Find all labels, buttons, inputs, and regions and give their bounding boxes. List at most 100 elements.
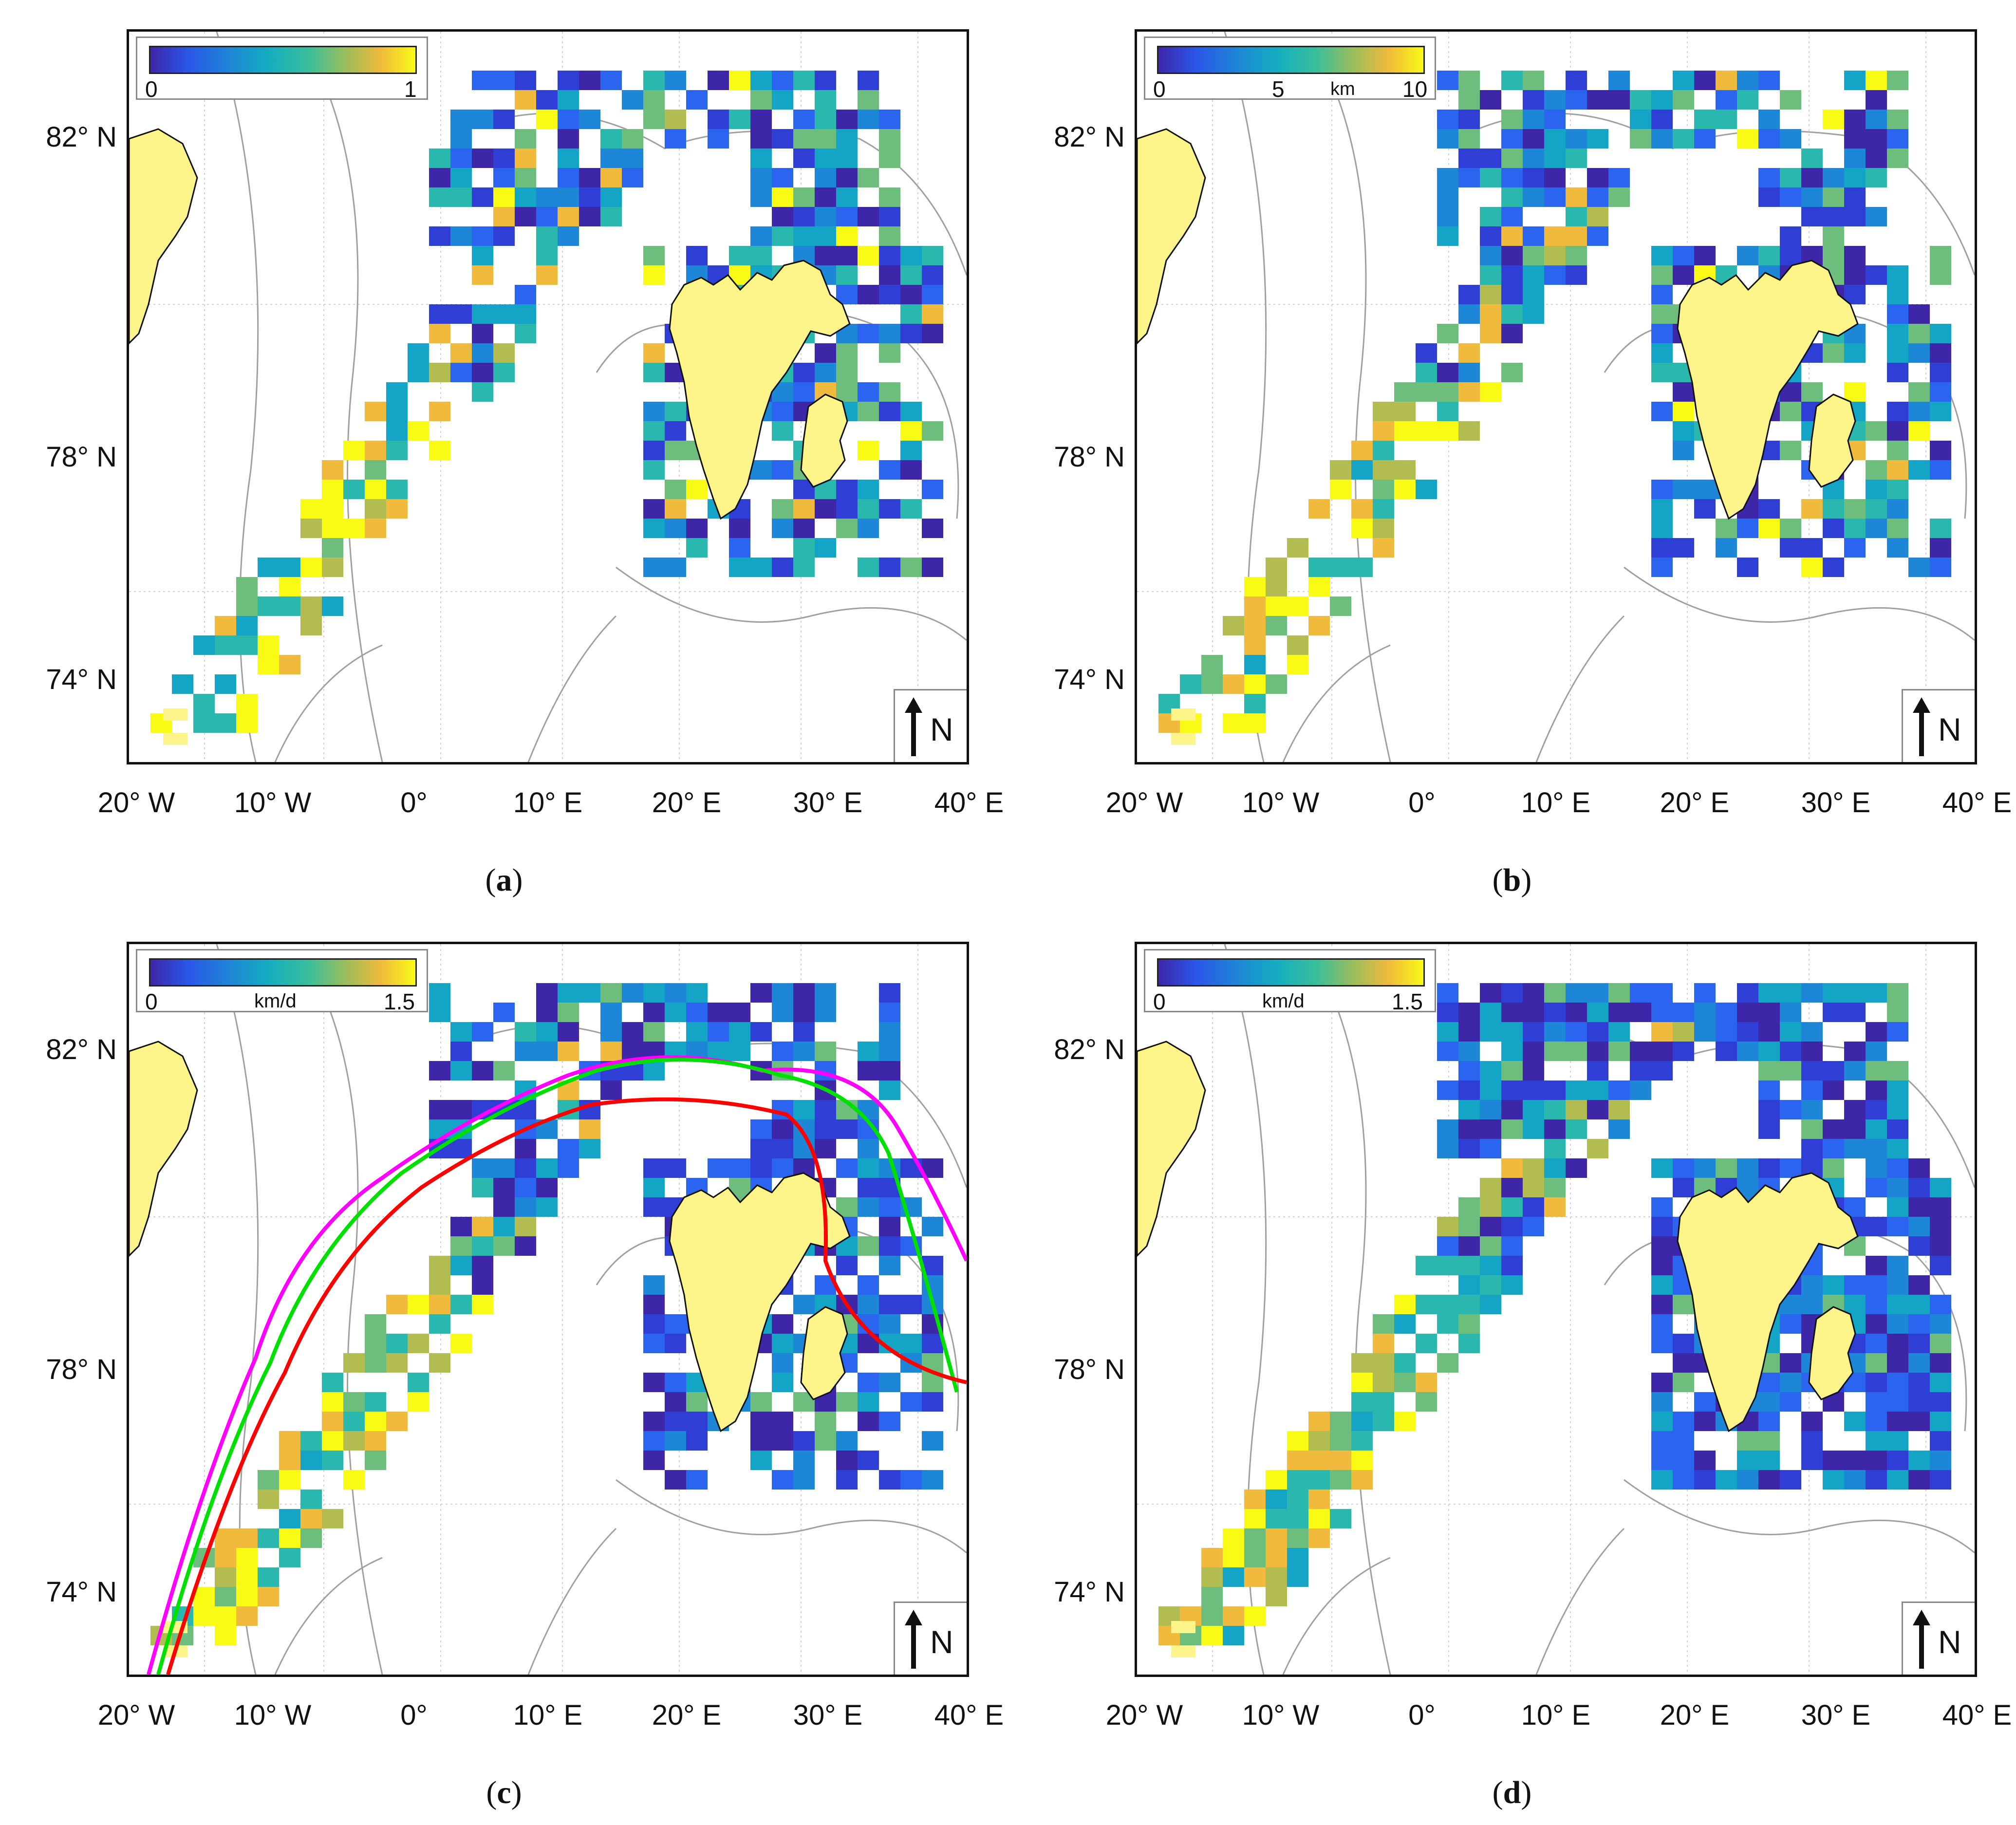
grid-cell: [1866, 1314, 1887, 1334]
grid-cell: [472, 1236, 493, 1256]
grid-cell: [1758, 1022, 1780, 1042]
grid-cell: [1930, 402, 1951, 421]
grid-cell: [1887, 480, 1908, 499]
grid-cell: [1523, 110, 1544, 129]
grid-cell: [1908, 1158, 1930, 1178]
grid-cell: [708, 129, 729, 149]
grid-cell: [729, 1003, 750, 1022]
grid-cell: [1458, 1236, 1480, 1256]
grid-cell: [1394, 1353, 1416, 1373]
grid-cell: [515, 304, 536, 324]
grid-cell: [429, 1256, 450, 1275]
grid-cell: [450, 1256, 472, 1275]
grid-cell: [1587, 207, 1608, 226]
colorbar-tick-max: 1: [404, 76, 417, 102]
grid-cell: [686, 1003, 708, 1022]
grid-cell: [1908, 1275, 1930, 1295]
grid-cell: [493, 149, 515, 168]
grid-cell: [1244, 1606, 1266, 1626]
grid-cell: [1501, 324, 1523, 343]
grid-cell: [429, 226, 450, 246]
grid-cell: [1608, 1042, 1630, 1061]
grid-cell: [772, 1431, 793, 1451]
grid-cell: [1844, 1295, 1866, 1314]
grid-cell: [1673, 441, 1694, 460]
grid-cell: [643, 246, 665, 265]
grid-cell: [558, 1022, 579, 1042]
grid-cell: [879, 129, 900, 149]
grid-cell: [1651, 363, 1673, 382]
grid-cell: [665, 480, 686, 499]
lon-label-20w: 20° W: [1105, 787, 1183, 819]
grid-cell: [1866, 480, 1887, 499]
grid-cell: [1480, 1236, 1501, 1256]
grid-cell: [1887, 1334, 1908, 1353]
north-arrow-box: N: [894, 1602, 967, 1675]
grid-cell: [1287, 1470, 1308, 1490]
grid-cell: [1801, 1080, 1823, 1100]
grid-cell: [365, 460, 386, 480]
grid-cell: [793, 149, 815, 168]
grid-cell: [1201, 674, 1223, 694]
grid-cell: [1651, 480, 1673, 499]
grid-cell: [1566, 187, 1587, 207]
grid-cell: [665, 1470, 686, 1490]
lon-label-20e: 20° E: [1660, 1699, 1730, 1731]
grid-cell: [1780, 1158, 1801, 1178]
grid-cell: [1523, 226, 1544, 246]
map-frame-c: 0 km/d 1.5 N: [127, 942, 969, 1677]
grid-cell: [1244, 616, 1266, 635]
grid-cell: [1566, 1003, 1587, 1022]
grid-cell: [1523, 1158, 1544, 1178]
grid-cell: [386, 421, 408, 441]
grid-cell: [686, 519, 708, 538]
grid-cell: [365, 480, 386, 499]
grid-cell: [622, 983, 643, 1003]
colorbar-d: 0 km/d 1.5: [1144, 949, 1436, 1014]
grid-cell: [622, 1022, 643, 1042]
grid-cell: [815, 90, 836, 110]
grid-cell: [1844, 343, 1866, 363]
grid-cell: [408, 1373, 429, 1392]
grid-cell: [815, 983, 836, 1003]
lon-label-10w: 10° W: [234, 1699, 312, 1731]
grid-cell: [750, 1431, 772, 1451]
data-grid: [1158, 983, 1951, 1645]
grid-cell: [1908, 1373, 1930, 1392]
grid-cell: [1351, 1451, 1373, 1470]
grid-cell: [472, 1061, 493, 1080]
grid-cell: [815, 343, 836, 363]
grid-cell: [1566, 265, 1587, 285]
grid-cell: [772, 1412, 793, 1431]
grid-cell: [1844, 1451, 1866, 1470]
grid-cell: [1737, 1470, 1758, 1490]
grid-cell: [1544, 1042, 1566, 1061]
grid-cell: [515, 1197, 536, 1217]
grid-cell: [922, 324, 943, 343]
grid-cell: [1758, 1373, 1780, 1392]
grid-cell: [643, 1314, 665, 1334]
bathymetry-contour: [527, 615, 617, 762]
grid-cell: [750, 983, 772, 1003]
grid-cell: [322, 1412, 343, 1431]
bathymetry-contour: [216, 32, 259, 762]
grid-cell: [729, 110, 750, 129]
grid-cell: [1844, 519, 1866, 538]
grid-cell: [772, 558, 793, 577]
lat-label-78: 78° N: [1054, 441, 1125, 473]
grid-cell: [493, 226, 515, 246]
grid-cell: [365, 1412, 386, 1431]
grid-cell: [1651, 1295, 1673, 1314]
grid-cell: [1630, 1080, 1651, 1100]
grid-cell: [450, 149, 472, 168]
grid-cell: [343, 1470, 365, 1490]
grid-cell: [1266, 577, 1287, 596]
grid-cell: [1201, 1587, 1223, 1606]
grid-cell: [1737, 129, 1758, 149]
grid-cell: [429, 168, 450, 187]
grid-cell: [1694, 1451, 1716, 1470]
grid-cell: [1887, 1119, 1908, 1139]
grid-cell: [879, 1256, 900, 1275]
grid-cell: [472, 1178, 493, 1197]
grid-cell: [1780, 538, 1801, 558]
